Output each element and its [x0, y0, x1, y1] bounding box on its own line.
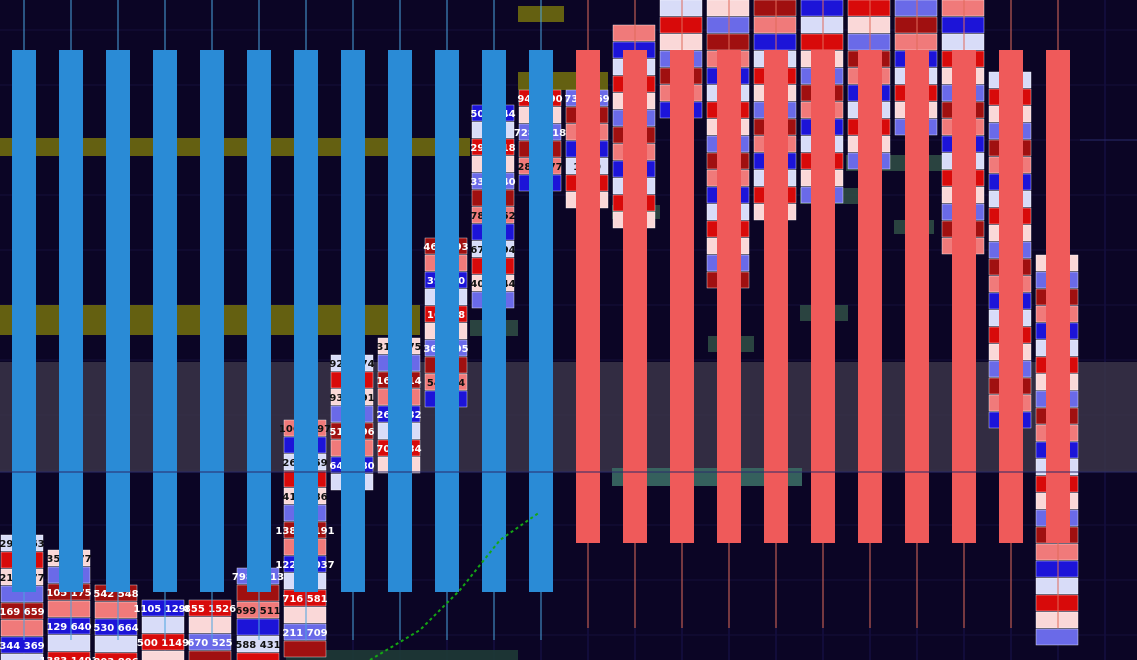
footprint-cell: [1035, 560, 1079, 578]
candle-up: [200, 50, 224, 592]
candle-down: [999, 50, 1023, 543]
candle-down: [858, 50, 882, 543]
footprint-cell: [283, 640, 327, 658]
footprint-cell: [188, 650, 232, 660]
footprint-cell: [94, 601, 138, 619]
footprint-cell: [236, 618, 280, 636]
footprint-cell: [141, 599, 185, 617]
candle-down: [905, 50, 929, 543]
footprint-cell: [706, 0, 750, 17]
footprint-cell-label: 1383 1493: [39, 656, 98, 660]
footprint-cell: [283, 623, 327, 641]
footprint-cell: [800, 33, 844, 51]
footprint-cell: [47, 600, 91, 618]
candle-up: [435, 50, 459, 592]
candle-down: [717, 50, 741, 543]
footprint-cell: [94, 618, 138, 636]
footprint-cell: [847, 33, 891, 51]
footprint-cell: [800, 16, 844, 34]
footprint-cell: [941, 33, 985, 51]
candle-down: [811, 50, 835, 543]
footprint-cell: [612, 24, 656, 42]
footprint-cell: [1035, 611, 1079, 629]
footprint-cell: [1035, 577, 1079, 595]
footprint-cell: [1035, 543, 1079, 561]
volume-node: [286, 650, 518, 660]
footprint-cell-label: 588 431: [235, 640, 280, 651]
footprint-cell: [141, 616, 185, 634]
footprint-cell-label: 530 664: [93, 623, 138, 634]
footprint-cell: [141, 650, 185, 660]
footprint-cell: [47, 617, 91, 635]
footprint-cell: [706, 16, 750, 34]
candle-up: [482, 50, 506, 592]
delta-path: [369, 511, 541, 660]
footprint-cell: [941, 0, 985, 17]
footprint-cell: [236, 601, 280, 619]
candle-up: [294, 50, 318, 592]
footprint-cell-label: 500 1149: [137, 638, 189, 649]
candle-up: [59, 50, 83, 592]
footprint-cell-label: 542 548: [93, 589, 138, 600]
footprint-cell: [188, 616, 232, 634]
footprint-cell: [0, 602, 44, 620]
footprint-cell: [847, 16, 891, 34]
footprint-cell: [0, 653, 44, 660]
footprint-cell-label: 105 175: [46, 588, 91, 599]
footprint-cell-label: 716 581: [282, 594, 327, 605]
footprint-cell: [894, 16, 938, 34]
footprint-cell: [47, 651, 91, 660]
footprint-cell-label: 211 709: [282, 628, 327, 639]
footprint-cell-label: 803 806: [93, 657, 138, 660]
footprint-cell: [94, 635, 138, 653]
footprint-cell-label: 670 525: [187, 638, 232, 649]
footprint-cell-label: 344 369: [0, 641, 45, 652]
footprint-cell: [659, 16, 703, 34]
candle-up: [106, 50, 130, 592]
candle-down: [1046, 50, 1070, 543]
footprint-cell: [188, 599, 232, 617]
footprint-cell: [141, 633, 185, 651]
footprint-cell: [236, 635, 280, 653]
footprint-cell: [47, 634, 91, 652]
footprint-cell: [753, 16, 797, 34]
footprint-cell-label: 129 640: [46, 622, 91, 633]
footprint-cell: [753, 33, 797, 51]
footprint-cell: [800, 0, 844, 17]
candle-down: [576, 50, 600, 543]
footprint-cell: [0, 619, 44, 637]
footprint-cell: [847, 0, 891, 17]
footprint-cell: [94, 652, 138, 660]
footprint-cell: [1035, 594, 1079, 612]
footprint-cell: [894, 0, 938, 17]
candle-down: [952, 50, 976, 543]
footprint-cell: [236, 652, 280, 660]
candle-down: [623, 50, 647, 543]
footprint-cell: [659, 0, 703, 17]
value-area-band: [0, 362, 1137, 472]
candle-down: [670, 50, 694, 543]
footprint-cell: [706, 33, 750, 51]
footprint-cell: [188, 633, 232, 651]
candle-up: [153, 50, 177, 592]
footprint-cell: [753, 0, 797, 17]
footprint-cell: [1035, 628, 1079, 646]
footprint-cell-label: 855 1526: [184, 604, 236, 615]
candle-up: [341, 50, 365, 592]
footprint-cell-label: 1105 1290: [133, 604, 192, 615]
footprint-cell-label: 699 511: [235, 606, 280, 617]
footprint-cell: [0, 636, 44, 654]
candle-up: [388, 50, 412, 592]
footprint-cell: [659, 33, 703, 51]
footprint-cell: [894, 33, 938, 51]
candle-up: [12, 50, 36, 592]
candle-down: [764, 50, 788, 543]
footprint-cell: [941, 16, 985, 34]
candle-up: [247, 50, 271, 592]
footprint-cell-label: 169 659: [0, 607, 45, 618]
footprint-cell: [283, 606, 327, 624]
candle-up: [529, 50, 553, 592]
